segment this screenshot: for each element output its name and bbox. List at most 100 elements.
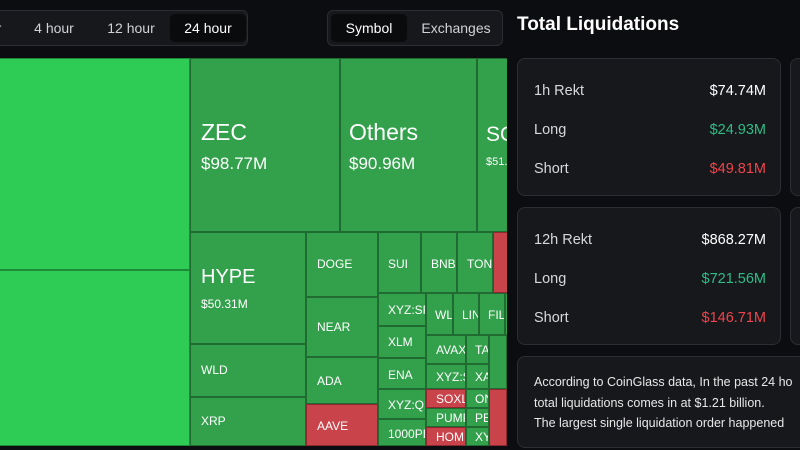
long-label: Long xyxy=(534,122,567,138)
short-value: $146.71M xyxy=(701,310,767,326)
treemap-cell-home[interactable]: HOME xyxy=(426,427,466,446)
treemap-cell-avax[interactable]: AVAX xyxy=(426,335,466,364)
cell-value: $51. xyxy=(486,156,507,168)
treemap-cell-tiny-2[interactable] xyxy=(489,389,507,446)
card-total-value: $74.74M xyxy=(709,83,766,99)
treemap-cell-fil[interactable]: FIL xyxy=(479,293,505,335)
treemap-cell-pep[interactable]: PEP xyxy=(466,408,489,427)
cell-label: XYZ:SP xyxy=(388,303,425,317)
summary-line-2: total liquidations comes in at $1.21 bil… xyxy=(534,396,765,410)
cell-label: AVAX xyxy=(436,343,466,357)
treemap-cell-ada[interactable]: ADA xyxy=(306,357,378,404)
liquidation-card-next-partial xyxy=(790,58,800,196)
cell-label: XLM xyxy=(388,335,413,349)
cell-label: HOME xyxy=(436,430,465,444)
treemap-cell-small-edge[interactable] xyxy=(505,293,507,335)
cell-label: XYZ:QN xyxy=(388,398,425,412)
tab-12-hour[interactable]: 12 hour xyxy=(107,20,155,36)
tab-partial[interactable]: r xyxy=(0,14,9,42)
treemap-cell-xyz[interactable]: XYZ xyxy=(466,427,489,446)
treemap-cell-hype[interactable]: HYPE $50.31M xyxy=(190,232,306,344)
cell-label: ENA xyxy=(388,368,413,382)
cell-label: ON xyxy=(475,392,488,406)
treemap-cell-pump[interactable]: PUMP xyxy=(426,408,466,427)
card-title: 1h Rekt xyxy=(534,83,584,99)
cell-label: BNB xyxy=(431,257,456,271)
long-label: Long xyxy=(534,271,567,287)
treemap-cell-aave[interactable]: AAVE xyxy=(306,404,378,446)
cell-label: HYPE xyxy=(201,266,256,288)
treemap-cell-xrp[interactable]: XRP xyxy=(190,397,306,446)
long-value: $721.56M xyxy=(701,271,767,287)
treemap-cell-zec[interactable]: ZEC $98.77M xyxy=(190,58,340,232)
cell-label: XYZ:S xyxy=(436,370,465,384)
cell-value: $50.31M xyxy=(201,297,248,311)
tab-4-hour[interactable]: 4 hour xyxy=(34,20,74,36)
treemap-cell-wld[interactable]: WLD xyxy=(190,344,306,397)
treemap-cell-ton[interactable]: TON xyxy=(457,232,493,293)
tab-exchanges[interactable]: Exchanges xyxy=(421,20,491,36)
treemap-cell-bnb[interactable]: BNB xyxy=(421,232,457,293)
treemap-cell-soxl[interactable]: SOXL xyxy=(426,389,466,408)
cell-label: Others xyxy=(349,119,419,145)
cell-label: ADA xyxy=(317,374,342,388)
cell-label: AAVE xyxy=(317,419,349,433)
treemap-cell-doge[interactable]: DOGE xyxy=(306,232,378,297)
treemap-cell-red-edge[interactable] xyxy=(493,232,507,293)
cell-label: SO xyxy=(486,123,507,146)
cell-label: WLD xyxy=(201,363,228,377)
cell-value: $98.77M xyxy=(201,154,268,173)
treemap-cell-xyz-qn[interactable]: XYZ:QN xyxy=(378,389,426,419)
liquidation-summary-text: According to CoinGlass data, In the past… xyxy=(517,356,800,448)
cell-label: TON xyxy=(467,257,493,271)
treemap-cell-1000pe[interactable]: 1000PE xyxy=(378,419,426,446)
cell-label: LIN xyxy=(462,308,479,322)
liquidation-card-1h: 1h Rekt $74.74M Long $24.93M Short $49.8… xyxy=(517,58,781,196)
treemap-cell-xyz-sp[interactable]: XYZ:SP xyxy=(378,293,426,326)
cell-label: ZEC xyxy=(201,119,247,145)
treemap-cell-xau[interactable]: XAU xyxy=(466,364,489,389)
cell-label: FIL xyxy=(488,308,505,322)
treemap-cell-btc-top[interactable] xyxy=(0,58,190,270)
cell-label: DOGE xyxy=(317,257,353,271)
short-label: Short xyxy=(534,310,569,326)
cell-label: PUMP xyxy=(436,411,465,425)
treemap-cell-eth[interactable] xyxy=(0,270,190,446)
cell-label: TA xyxy=(475,343,489,357)
treemap-cell-ena[interactable]: ENA xyxy=(378,358,426,389)
card-title: 12h Rekt xyxy=(534,232,593,248)
treemap-cell-lin[interactable]: LIN xyxy=(453,293,479,335)
summary-line-3: The largest single liquidation order hap… xyxy=(534,416,785,430)
cell-label: PEP xyxy=(475,411,488,425)
tab-symbol[interactable]: Symbol xyxy=(331,14,407,42)
summary-line-1: According to CoinGlass data, In the past… xyxy=(534,375,793,389)
cell-label: SOXL xyxy=(436,392,466,406)
tab-24-hour[interactable]: 24 hour xyxy=(170,14,246,42)
treemap-cell-tiny-1[interactable] xyxy=(489,335,507,389)
treemap-cell-ta[interactable]: TA xyxy=(466,335,489,364)
view-tabs: Symbol Exchanges xyxy=(327,10,503,46)
cell-label: XRP xyxy=(201,414,226,428)
liquidation-card-12h: 12h Rekt $868.27M Long $721.56M Short $1… xyxy=(517,207,781,345)
cell-label: SUI xyxy=(388,257,409,271)
treemap-cell-near[interactable]: NEAR xyxy=(306,297,378,357)
cell-label: XAU xyxy=(475,370,488,384)
treemap-cell-on[interactable]: ON xyxy=(466,389,489,408)
cell-label: WL xyxy=(435,308,453,322)
long-value: $24.93M xyxy=(709,122,766,138)
treemap-cell-wl[interactable]: WL xyxy=(426,293,453,335)
treemap-cell-xlm[interactable]: XLM xyxy=(378,326,426,358)
treemap-cell-xyz-s[interactable]: XYZ:S xyxy=(426,364,466,389)
cell-label: NEAR xyxy=(317,320,351,334)
treemap-cell-others[interactable]: Others $90.96M xyxy=(340,58,477,232)
cell-value: $90.96M xyxy=(349,154,416,173)
liquidation-card-next-partial-2 xyxy=(790,207,800,345)
short-label: Short xyxy=(534,161,569,177)
panel-title: Total Liquidations xyxy=(517,14,680,35)
card-total-value: $868.27M xyxy=(701,232,767,248)
treemap-cell-sui[interactable]: SUI xyxy=(378,232,421,293)
liquidation-treemap: ZEC $98.77M Others $90.96M SO $51. HYPE … xyxy=(0,58,507,446)
treemap-cell-sol[interactable]: SO $51. xyxy=(477,58,507,232)
short-value: $49.81M xyxy=(709,161,766,177)
time-range-tabs: r 4 hour 12 hour 24 hour xyxy=(0,10,248,46)
